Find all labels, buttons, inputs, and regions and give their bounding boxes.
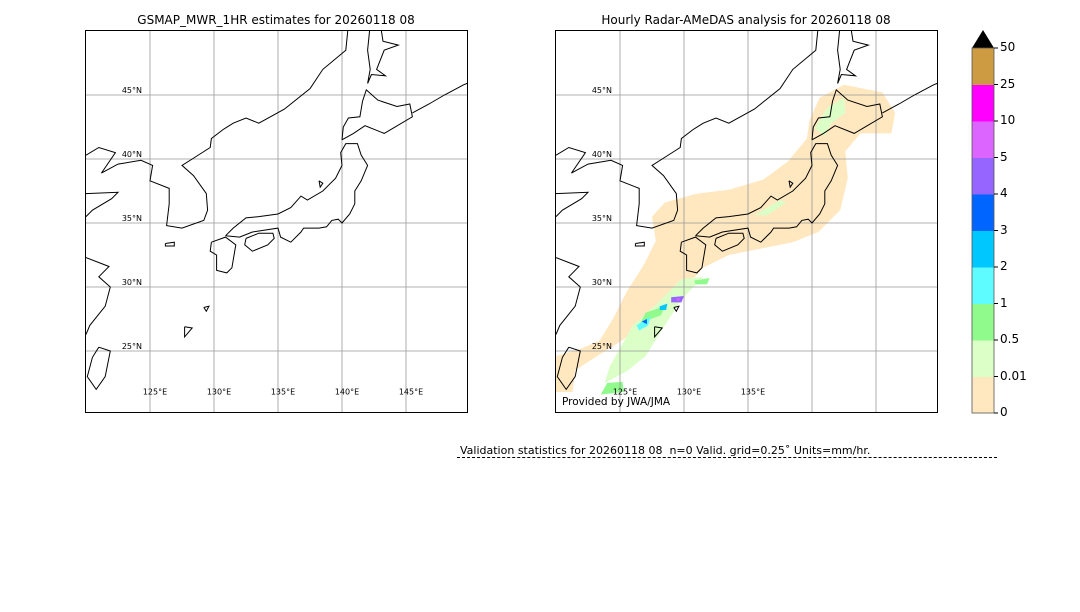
coastline-china_s <box>556 257 581 335</box>
precip-area-1 <box>604 276 704 383</box>
coastline-sakhalin <box>837 31 870 84</box>
colorbar-tick-label: 25 <box>1000 76 1016 91</box>
colorbar-bin-5 <box>972 194 994 231</box>
colorbar-tick-label: 2 <box>1000 259 1008 273</box>
colorbar-bin-8 <box>972 84 994 122</box>
coastline-continent <box>86 31 349 229</box>
coastline-shikoku <box>714 232 745 252</box>
precip-area-11 <box>675 298 681 302</box>
colorbar <box>971 30 998 414</box>
coastline-jeju <box>164 241 175 247</box>
coastline-kyushu <box>209 236 237 274</box>
colorbar-tick-label: 1 <box>1000 295 1008 310</box>
lon-label: 125°E <box>143 388 167 397</box>
coastline-amami <box>673 305 680 313</box>
colorbar-bin-3 <box>972 267 994 304</box>
lat-label: 35°N <box>122 214 142 223</box>
coastline-sakhalin <box>367 31 400 84</box>
radar-amedas-map: 45°N 40°N 35°N 30°N 25°N 125°E 130°E 135°E Prov… <box>555 30 938 413</box>
lon-label: 130°E <box>677 388 701 397</box>
colorbar-extend-triangle <box>972 30 994 48</box>
lon-label: 140°E <box>335 388 359 397</box>
lat-label: 45°N <box>592 86 612 95</box>
colorbar-tick-label: 50 <box>1000 40 1016 54</box>
coastline-shandong <box>86 191 120 217</box>
lat-label: 45°N <box>122 86 142 95</box>
lat-label: 40°N <box>122 150 142 159</box>
coastline-kurils <box>882 82 937 114</box>
lat-label: 30°N <box>592 278 612 287</box>
lat-label: 30°N <box>122 278 142 287</box>
coastline-okinawa <box>184 326 194 339</box>
colorbar-tick-label: 3 <box>1000 222 1008 237</box>
right-map-title: Hourly Radar-AMeDAS analysis for 2026011… <box>601 13 891 27</box>
colorbar-bin-7 <box>972 121 994 158</box>
credit-text: Provided by JWA/JMA <box>562 396 671 408</box>
coastline-shandong <box>556 191 590 217</box>
coastline-hokkaido <box>341 89 413 141</box>
left-map-title: GSMAP_MWR_1HR estimates for 20260118 08 <box>137 13 415 27</box>
colorbar-bin-2 <box>972 303 994 341</box>
lon-label: 125°E <box>613 388 637 397</box>
colorbar-bin-6 <box>972 157 994 195</box>
lon-label: 135°E <box>271 388 295 397</box>
colorbar-tick-label: 10 <box>1000 113 1016 127</box>
colorbar-bin-0 <box>972 376 994 414</box>
radar-map-canvas: 45°N 40°N 35°N 30°N 25°N 125°E 130°E 135°E <box>556 31 937 412</box>
colorbar-tick-label: 0 <box>1000 405 1008 419</box>
coastline-taiwan <box>86 346 111 391</box>
coastline-kyushu <box>679 236 707 274</box>
coastline-shikoku <box>244 232 275 252</box>
coastline-china_s <box>86 257 111 335</box>
precip-area-6 <box>694 278 710 285</box>
colorbar-tick-label: 5 <box>1000 149 1008 164</box>
coastline-honshu <box>225 143 369 243</box>
precip-area-7 <box>636 316 651 331</box>
precip-area-8 <box>659 303 668 310</box>
coastline-continent <box>556 31 819 229</box>
colorbar-tick-label: 4 <box>1000 186 1008 200</box>
colorbar-tick-label: 0.01 <box>1000 368 1027 383</box>
lat-label: 40°N <box>592 150 612 159</box>
lat-label: 25°N <box>122 342 142 351</box>
colorbar-bin-4 <box>972 230 994 268</box>
coastline-okinawa <box>654 326 664 339</box>
validation-divider <box>457 457 997 458</box>
precip-area-5 <box>640 306 665 323</box>
lat-label: 35°N <box>592 214 612 223</box>
coastline-honshu <box>695 143 839 243</box>
precip-area-9 <box>641 319 647 325</box>
gsmap-map: 45°N 40°N 35°N 30°N 25°N 125°E 130°E 135°E 140°E… <box>85 30 468 413</box>
coastline-kurils <box>412 82 467 114</box>
coastline-sado <box>788 180 794 189</box>
coastline-jeju <box>634 241 645 247</box>
lat-label: 25°N <box>592 342 612 351</box>
lon-label: 130°E <box>207 388 231 397</box>
lon-label: 135°E <box>741 388 765 397</box>
precip-area-3 <box>754 200 787 216</box>
coastline-amami <box>203 305 210 313</box>
colorbar-bin-9 <box>972 48 994 85</box>
coastline-taiwan <box>556 346 581 391</box>
validation-statistics: Validation statistics for 20260118 08 n=… <box>460 444 871 457</box>
precip-area-0 <box>556 84 896 393</box>
lon-label: 145°E <box>399 388 423 397</box>
coastline-hokkaido <box>811 89 883 141</box>
colorbar-bin-1 <box>972 340 994 377</box>
gsmap-map-canvas: 45°N 40°N 35°N 30°N 25°N 125°E 130°E 135°E 140°E… <box>86 31 467 412</box>
precip-area-4 <box>600 381 624 395</box>
colorbar-tick-label: 0.5 <box>1000 332 1020 346</box>
coastline-sado <box>318 180 324 189</box>
